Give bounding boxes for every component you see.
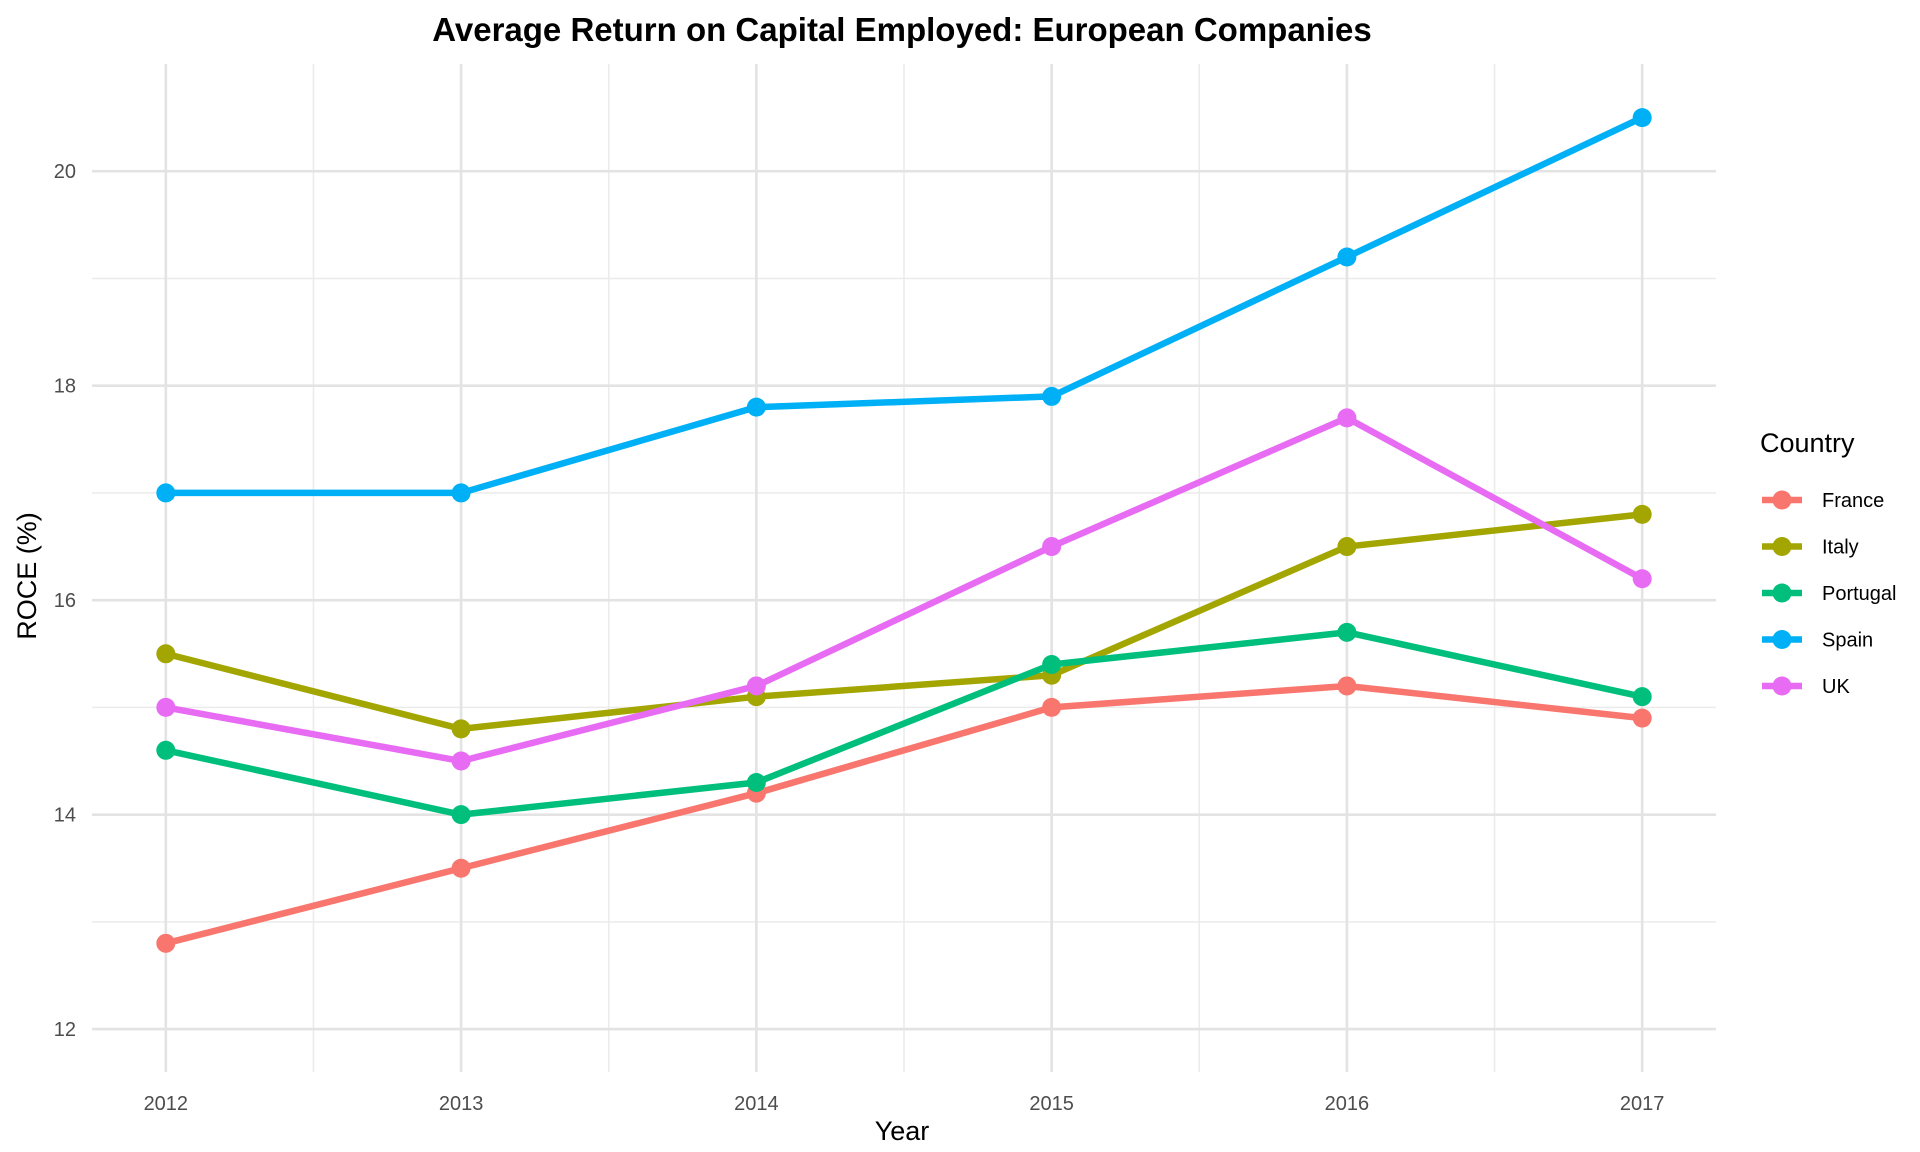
data-point-spain	[451, 483, 471, 503]
legend-label: Italy	[1822, 537, 1859, 559]
legend-label: France	[1822, 490, 1884, 512]
series-line-portugal	[165, 629, 1643, 818]
series-line-spain	[165, 114, 1644, 497]
data-point-france	[1632, 708, 1652, 728]
legend-key-point	[1772, 630, 1792, 649]
data-point-spain	[1337, 247, 1357, 267]
data-point-portugal	[746, 772, 766, 792]
data-point-france	[1337, 676, 1357, 696]
series-layer	[156, 108, 1652, 953]
axis-labels: 2012 2013 2014 2015 2016 2017 12 14 16 18 20	[54, 161, 1665, 1115]
legend-title: Country	[1760, 428, 1855, 458]
chart-title: Average Return on Capital Employed: Euro…	[432, 11, 1371, 48]
data-point-uk	[156, 697, 176, 717]
x-tick-label: 2016	[1325, 1093, 1370, 1115]
legend-item-france: France	[1762, 490, 1884, 512]
data-point-portugal	[451, 805, 471, 825]
data-point-uk	[746, 676, 766, 696]
data-point-uk	[1337, 408, 1357, 428]
series-portugal	[156, 622, 1652, 825]
data-point-italy	[1632, 504, 1652, 524]
data-point-portugal	[1632, 687, 1652, 707]
data-point-uk	[1632, 569, 1652, 589]
legend-item-uk: UK	[1762, 676, 1850, 698]
series-spain	[156, 108, 1652, 503]
data-point-italy	[451, 719, 471, 739]
legend-item-italy: Italy	[1762, 537, 1859, 559]
data-point-france	[156, 933, 176, 953]
series-france	[156, 676, 1652, 953]
legend: Country France Italy Portugal Spain UK	[1760, 428, 1897, 698]
data-point-spain	[156, 483, 176, 503]
data-point-uk	[451, 751, 471, 771]
legend-key-point	[1772, 490, 1792, 510]
data-point-portugal	[1337, 622, 1357, 642]
data-point-france	[1042, 697, 1062, 717]
legend-label: Spain	[1822, 630, 1873, 652]
legend-label: UK	[1822, 676, 1850, 698]
data-point-spain	[1042, 386, 1062, 406]
data-point-portugal	[156, 740, 176, 760]
data-point-italy	[1337, 537, 1357, 557]
y-tick-label: 18	[54, 376, 76, 398]
x-tick-label: 2012	[144, 1093, 189, 1115]
series-line-uk	[165, 414, 1644, 765]
legend-label: Portugal	[1822, 583, 1897, 605]
y-tick-label: 20	[54, 161, 76, 183]
y-tick-label: 14	[54, 805, 76, 827]
y-tick-label: 16	[54, 590, 76, 612]
data-point-portugal	[1042, 655, 1062, 675]
series-uk	[156, 408, 1652, 771]
legend-key-point	[1772, 676, 1792, 696]
data-point-uk	[1042, 537, 1062, 557]
legend-key-point	[1772, 537, 1792, 556]
legend-key-point	[1772, 583, 1792, 603]
data-point-spain	[1632, 108, 1652, 128]
y-tick-label: 12	[54, 1019, 76, 1041]
data-point-italy	[156, 644, 176, 664]
x-tick-label: 2015	[1029, 1093, 1074, 1115]
series-line-italy	[165, 511, 1643, 733]
x-tick-label: 2013	[439, 1093, 484, 1115]
series-line-france	[165, 682, 1643, 947]
legend-item-portugal: Portugal	[1762, 583, 1897, 605]
y-axis-title: ROCE (%)	[12, 512, 42, 640]
x-tick-label: 2017	[1620, 1093, 1665, 1115]
legend-item-spain: Spain	[1762, 630, 1873, 652]
x-tick-label: 2014	[734, 1093, 779, 1115]
data-point-france	[451, 858, 471, 878]
x-axis-title: Year	[875, 1116, 930, 1146]
data-point-spain	[746, 397, 766, 417]
